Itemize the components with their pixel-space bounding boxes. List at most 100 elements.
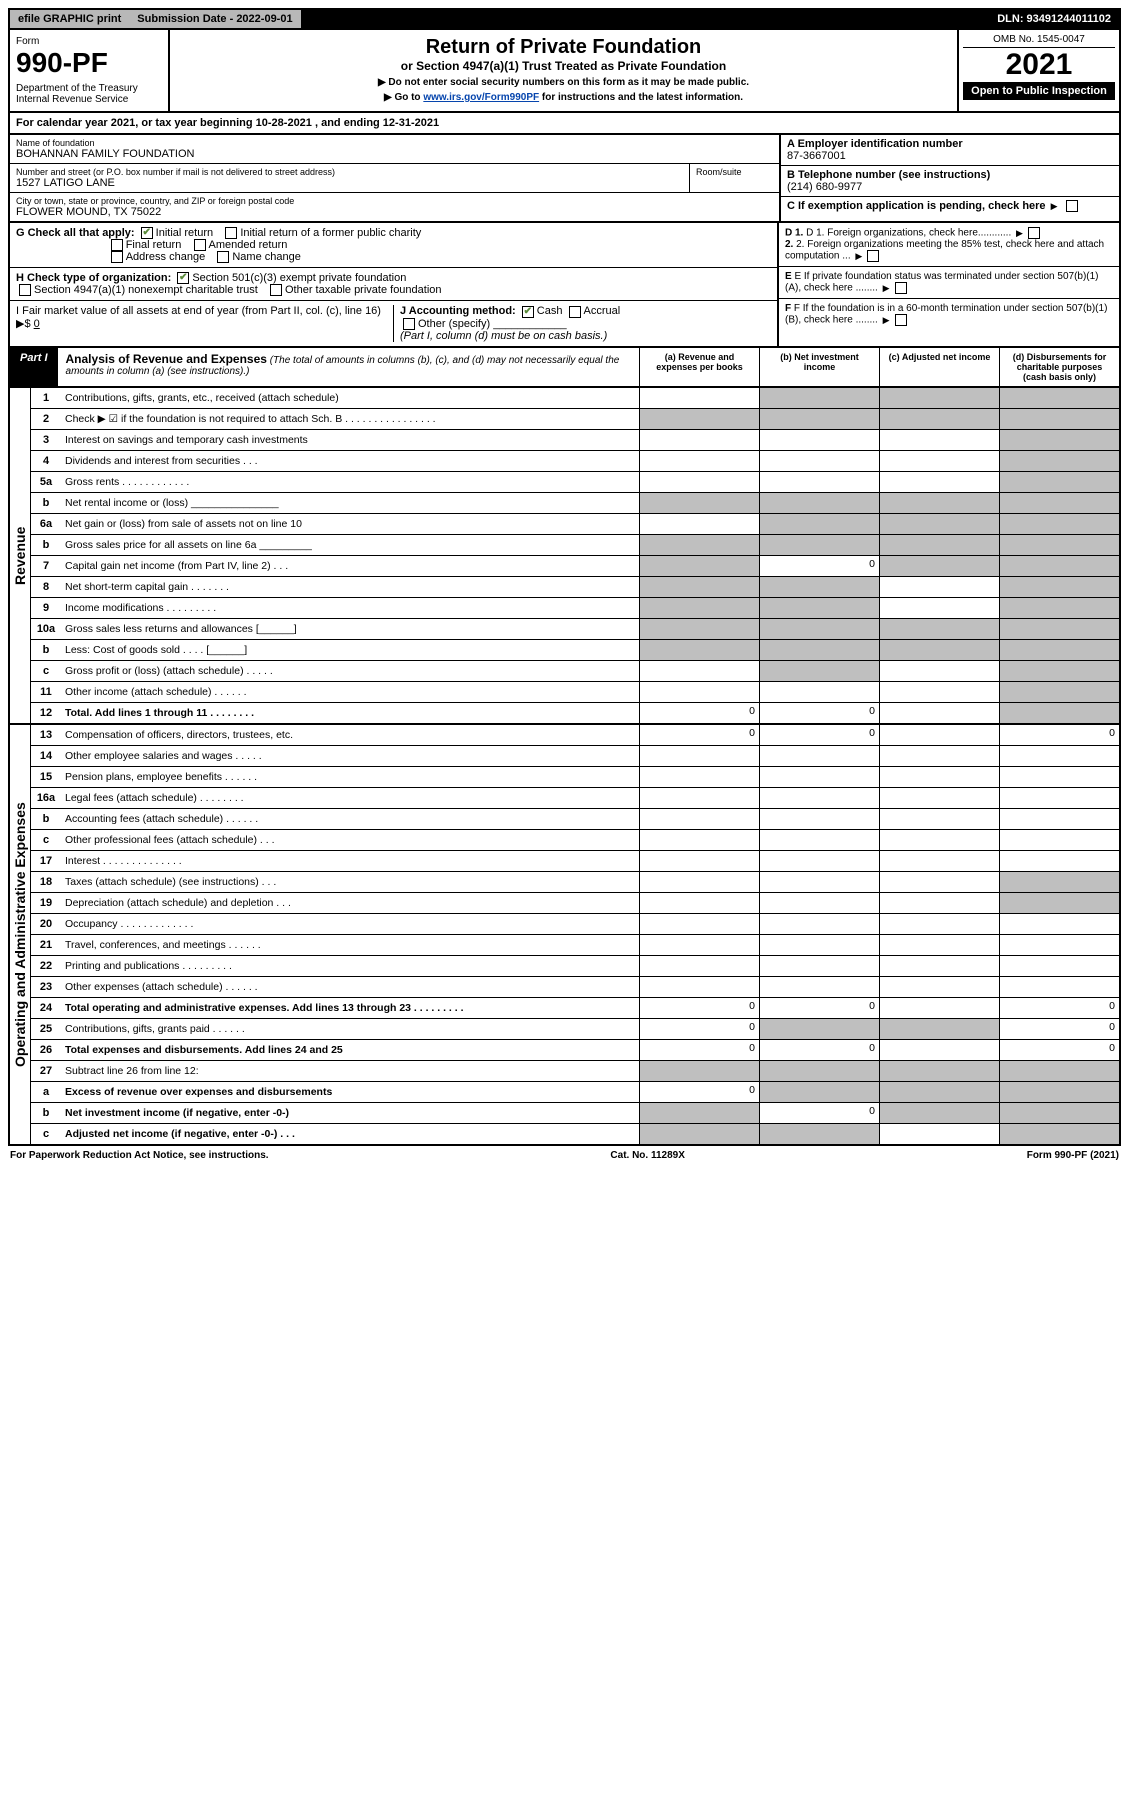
- check-address[interactable]: [111, 251, 123, 263]
- cell-d: [999, 535, 1119, 555]
- check-initial-former[interactable]: [225, 227, 237, 239]
- table-row: 6aNet gain or (loss) from sale of assets…: [31, 514, 1119, 535]
- table-row: cAdjusted net income (if negative, enter…: [31, 1124, 1119, 1144]
- line-number: b: [31, 1103, 61, 1123]
- check-amended[interactable]: [194, 239, 206, 251]
- line-description: Accounting fees (attach schedule) . . . …: [61, 809, 639, 829]
- table-row: 1Contributions, gifts, grants, etc., rec…: [31, 388, 1119, 409]
- cell-d: 0: [999, 998, 1119, 1018]
- expenses-table: Operating and Administrative Expenses 13…: [8, 725, 1121, 1146]
- check-d2[interactable]: [867, 250, 879, 262]
- line-number: 13: [31, 725, 61, 745]
- cell-c: [879, 1124, 999, 1144]
- cell-d: [999, 851, 1119, 871]
- cell-d: [999, 977, 1119, 997]
- cell-a: [639, 788, 759, 808]
- d2-label: 2. Foreign organizations meeting the 85%…: [785, 239, 1104, 262]
- check-f[interactable]: [895, 314, 907, 326]
- check-501c3[interactable]: ✔: [177, 272, 189, 284]
- table-row: bAccounting fees (attach schedule) . . .…: [31, 809, 1119, 830]
- cell-d: [999, 935, 1119, 955]
- cell-b: [759, 788, 879, 808]
- arrow-icon: [1049, 200, 1060, 212]
- table-row: 22Printing and publications . . . . . . …: [31, 956, 1119, 977]
- cell-d: [999, 809, 1119, 829]
- cell-d: [999, 556, 1119, 576]
- line-description: Dividends and interest from securities .…: [61, 451, 639, 471]
- address-value: 1527 LATIGO LANE: [16, 177, 683, 189]
- table-row: 25Contributions, gifts, grants paid . . …: [31, 1019, 1119, 1040]
- check-accrual[interactable]: [569, 306, 581, 318]
- cell-d: [999, 430, 1119, 450]
- cell-d: [999, 577, 1119, 597]
- efile-label: efile GRAPHIC print: [10, 10, 129, 28]
- cell-b: [759, 535, 879, 555]
- cell-d: [999, 893, 1119, 913]
- cell-b: [759, 830, 879, 850]
- table-row: bNet investment income (if negative, ent…: [31, 1103, 1119, 1124]
- line-description: Contributions, gifts, grants, etc., rece…: [61, 388, 639, 408]
- check-final[interactable]: [111, 239, 123, 251]
- line-description: Total. Add lines 1 through 11 . . . . . …: [61, 703, 639, 723]
- line-description: Less: Cost of goods sold . . . . [______…: [61, 640, 639, 660]
- line-number: 8: [31, 577, 61, 597]
- line-number: 22: [31, 956, 61, 976]
- line-description: Income modifications . . . . . . . . .: [61, 598, 639, 618]
- check-e[interactable]: [895, 282, 907, 294]
- cell-a: [639, 1061, 759, 1081]
- part-i-header: Part I Analysis of Revenue and Expenses …: [8, 348, 1121, 388]
- cell-b: 0: [759, 556, 879, 576]
- address-label: Number and street (or P.O. box number if…: [16, 167, 683, 177]
- e-label: E If private foundation status was termi…: [785, 271, 1099, 294]
- cell-c: [879, 1082, 999, 1102]
- form-subtitle: or Section 4947(a)(1) Trust Treated as P…: [176, 59, 951, 73]
- check-other-method[interactable]: [403, 318, 415, 330]
- cell-d: [999, 514, 1119, 534]
- irs-link[interactable]: www.irs.gov/Form990PF: [423, 92, 539, 103]
- h-label: H Check type of organization:: [16, 272, 171, 284]
- line-description: Interest on savings and temporary cash i…: [61, 430, 639, 450]
- cell-a: [639, 872, 759, 892]
- check-4947[interactable]: [19, 284, 31, 296]
- line-description: Total expenses and disbursements. Add li…: [61, 1040, 639, 1060]
- cell-b: [759, 851, 879, 871]
- cell-a: 0: [639, 725, 759, 745]
- line-number: 15: [31, 767, 61, 787]
- check-d1[interactable]: [1028, 227, 1040, 239]
- table-row: 26Total expenses and disbursements. Add …: [31, 1040, 1119, 1061]
- check-other-taxable[interactable]: [270, 284, 282, 296]
- table-row: 5aGross rents . . . . . . . . . . . .: [31, 472, 1119, 493]
- check-c[interactable]: [1066, 200, 1078, 212]
- cell-a: 0: [639, 998, 759, 1018]
- cell-b: [759, 388, 879, 408]
- cell-c: [879, 535, 999, 555]
- check-namechange[interactable]: [217, 251, 229, 263]
- form-note-2: ▶ Go to www.irs.gov/Form990PF for instru…: [176, 92, 951, 103]
- table-row: 12Total. Add lines 1 through 11 . . . . …: [31, 703, 1119, 723]
- cell-b: 0: [759, 998, 879, 1018]
- line-description: Occupancy . . . . . . . . . . . . .: [61, 914, 639, 934]
- line-description: Net short-term capital gain . . . . . . …: [61, 577, 639, 597]
- table-row: 7Capital gain net income (from Part IV, …: [31, 556, 1119, 577]
- line-number: 12: [31, 703, 61, 723]
- line-description: Gross sales price for all assets on line…: [61, 535, 639, 555]
- cell-d: [999, 640, 1119, 660]
- omb-number: OMB No. 1545-0047: [963, 34, 1115, 48]
- cell-d: [999, 409, 1119, 429]
- line-description: Net investment income (if negative, ente…: [61, 1103, 639, 1123]
- cell-a: [639, 451, 759, 471]
- cell-d: [999, 1124, 1119, 1144]
- cell-c: [879, 514, 999, 534]
- cell-b: 0: [759, 1040, 879, 1060]
- cell-b: [759, 640, 879, 660]
- cell-b: [759, 893, 879, 913]
- line-number: b: [31, 640, 61, 660]
- check-cash[interactable]: ✔: [522, 306, 534, 318]
- cell-b: [759, 1124, 879, 1144]
- j-note: (Part I, column (d) must be on cash basi…: [400, 330, 607, 342]
- line-number: 3: [31, 430, 61, 450]
- cell-a: [639, 472, 759, 492]
- cell-b: [759, 472, 879, 492]
- line-description: Excess of revenue over expenses and disb…: [61, 1082, 639, 1102]
- check-initial-return[interactable]: ✔: [141, 227, 153, 239]
